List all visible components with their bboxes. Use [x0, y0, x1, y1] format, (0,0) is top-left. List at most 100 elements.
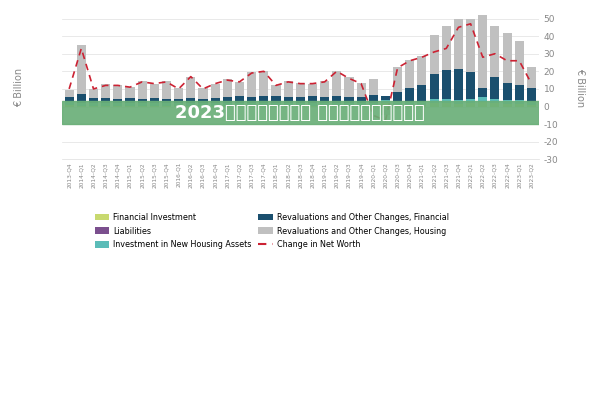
Bar: [137, 98, 147, 103]
Bar: [186, 98, 196, 103]
Bar: [344, 97, 353, 103]
Bar: [503, 100, 512, 104]
Bar: [515, 100, 524, 104]
Bar: [271, 85, 281, 96]
Text: 2023十大股票配资平台 澳门火锅加盟详情攻略: 2023十大股票配资平台 澳门火锅加盟详情攻略: [175, 104, 425, 122]
Bar: [430, 103, 439, 106]
Bar: [442, 26, 451, 70]
Bar: [430, 98, 439, 103]
Bar: [442, 103, 451, 106]
Bar: [137, 81, 147, 98]
Bar: [454, 69, 463, 100]
Bar: [466, 103, 475, 106]
Bar: [393, 67, 402, 92]
Bar: [125, 87, 134, 98]
Bar: [199, 88, 208, 98]
Bar: [259, 71, 268, 96]
Bar: [174, 98, 183, 103]
Bar: [454, 19, 463, 69]
Bar: [356, 83, 365, 97]
Bar: [490, 103, 499, 106]
Bar: [490, 98, 499, 103]
Bar: [284, 103, 293, 106]
Bar: [320, 81, 329, 97]
Bar: [515, 104, 524, 106]
Bar: [211, 98, 220, 103]
Bar: [247, 97, 256, 103]
Bar: [125, 103, 134, 106]
Bar: [393, 102, 402, 105]
Bar: [381, 103, 390, 106]
Bar: [381, 100, 390, 103]
Bar: [101, 98, 110, 103]
Bar: [65, 97, 74, 102]
Bar: [454, 100, 463, 104]
Bar: [405, 88, 415, 102]
Bar: [405, 60, 415, 88]
Bar: [113, 98, 122, 103]
Bar: [271, 96, 281, 103]
Bar: [332, 103, 341, 106]
Bar: [211, 103, 220, 106]
Bar: [199, 98, 208, 103]
Bar: [211, 84, 220, 98]
Bar: [308, 96, 317, 103]
Bar: [247, 72, 256, 97]
Bar: [454, 104, 463, 106]
Bar: [527, 102, 536, 105]
Bar: [235, 103, 244, 106]
Bar: [466, 98, 475, 103]
Bar: [62, 101, 539, 124]
Bar: [478, 97, 487, 102]
Bar: [478, 102, 487, 106]
Bar: [527, 105, 536, 106]
Bar: [65, 90, 74, 97]
Bar: [381, 96, 390, 100]
Bar: [296, 83, 305, 97]
Bar: [162, 103, 171, 106]
Bar: [442, 98, 451, 103]
Bar: [259, 96, 268, 103]
Bar: [490, 26, 499, 78]
Bar: [332, 96, 341, 103]
Bar: [150, 103, 159, 106]
Bar: [418, 56, 427, 84]
Bar: [235, 96, 244, 103]
Bar: [174, 88, 183, 98]
Bar: [235, 82, 244, 96]
Legend: Financial Investment, Liabilities, Investment in New Housing Assets, Revaluation: Financial Investment, Liabilities, Inves…: [92, 210, 452, 253]
Bar: [393, 105, 402, 106]
Bar: [247, 103, 256, 106]
Bar: [223, 103, 232, 106]
Bar: [296, 103, 305, 106]
Bar: [527, 88, 536, 102]
Bar: [284, 97, 293, 103]
Bar: [113, 103, 122, 106]
Bar: [223, 97, 232, 103]
Bar: [405, 102, 415, 105]
Bar: [296, 97, 305, 103]
Bar: [418, 105, 427, 106]
Bar: [186, 103, 196, 106]
Bar: [65, 102, 74, 105]
Bar: [369, 103, 378, 106]
Bar: [162, 81, 171, 98]
Bar: [271, 103, 281, 106]
Bar: [442, 70, 451, 98]
Bar: [113, 84, 122, 98]
Bar: [77, 103, 86, 106]
Bar: [466, 72, 475, 98]
Bar: [478, 12, 487, 88]
Bar: [137, 103, 147, 106]
Bar: [515, 84, 524, 100]
Bar: [466, 19, 475, 72]
Bar: [174, 103, 183, 106]
Bar: [89, 103, 98, 106]
Bar: [356, 103, 365, 106]
Bar: [503, 83, 512, 100]
Bar: [101, 84, 110, 98]
Bar: [344, 78, 353, 97]
Bar: [89, 98, 98, 103]
Bar: [332, 71, 341, 96]
Bar: [259, 103, 268, 106]
